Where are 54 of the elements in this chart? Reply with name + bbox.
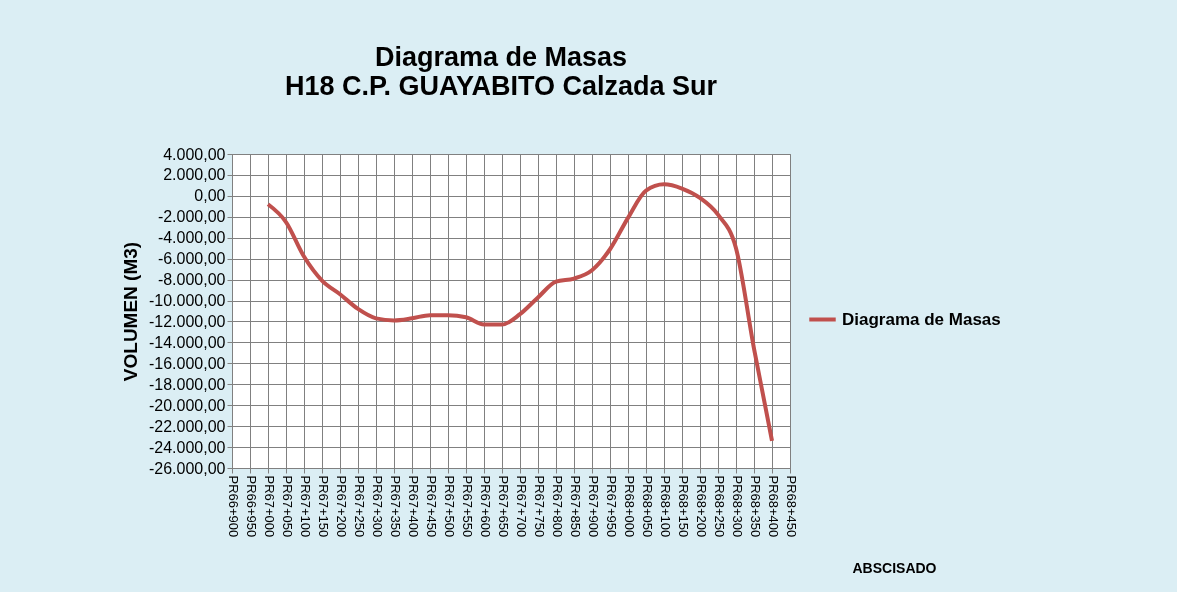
y-tick-label: -6.000,00 bbox=[157, 250, 226, 268]
x-tick-label: PR67+900 bbox=[585, 475, 601, 538]
legend-label: Diagrama de Masas bbox=[842, 309, 1001, 329]
x-tick-label: PR67+950 bbox=[603, 475, 619, 538]
x-tick-label: PR66+950 bbox=[243, 475, 259, 538]
x-tick-label: PR67+250 bbox=[351, 475, 367, 538]
y-tick-label: 2.000,00 bbox=[163, 166, 226, 184]
x-tick-label: PR67+450 bbox=[423, 475, 439, 538]
y-tick-label: -22.000,00 bbox=[148, 417, 226, 435]
x-tick-label: PR67+750 bbox=[531, 475, 547, 538]
x-tick-label: PR67+400 bbox=[405, 475, 421, 538]
y-tick-label: -4.000,00 bbox=[157, 229, 226, 247]
x-tick-label: PR67+850 bbox=[567, 475, 583, 538]
y-tick-label: -12.000,00 bbox=[148, 312, 226, 330]
x-tick-label: PR68+200 bbox=[693, 475, 709, 538]
x-tick-label: PR67+700 bbox=[513, 475, 529, 538]
x-tick-label: PR67+350 bbox=[387, 475, 403, 538]
x-axis-title: ABSCISADO bbox=[852, 559, 937, 576]
x-tick-label: PR68+450 bbox=[783, 475, 799, 538]
x-tick-label: PR67+800 bbox=[549, 475, 565, 538]
y-tick-label: -20.000,00 bbox=[148, 396, 226, 414]
y-tick-label: -18.000,00 bbox=[148, 375, 226, 393]
x-tick-label: PR68+100 bbox=[657, 475, 673, 538]
y-tick-label: 4.000,00 bbox=[163, 145, 226, 163]
y-axis-title: VOLUMEN (M3) bbox=[119, 241, 141, 382]
x-tick-label: PR68+400 bbox=[765, 475, 781, 538]
text: H18 C.P. GUAYABITO Calzada Sur bbox=[284, 71, 718, 101]
x-tick-label: PR67+050 bbox=[279, 475, 295, 538]
text: Diagrama de Masas bbox=[374, 42, 628, 72]
x-tick-label: PR67+200 bbox=[333, 475, 349, 538]
y-tick-label: -24.000,00 bbox=[148, 438, 226, 456]
x-tick-label: PR68+250 bbox=[711, 475, 727, 538]
x-tick-label: PR67+000 bbox=[261, 475, 277, 538]
y-tick-label: -8.000,00 bbox=[157, 271, 226, 289]
x-tick-label: PR67+600 bbox=[477, 475, 493, 538]
x-tick-label: PR67+300 bbox=[369, 475, 385, 538]
y-tick-label: -26.000,00 bbox=[148, 459, 226, 477]
x-tick-label: PR67+150 bbox=[315, 475, 331, 538]
x-tick-label: PR66+900 bbox=[225, 475, 241, 538]
x-tick-label: PR67+550 bbox=[459, 475, 475, 538]
x-tick-label: PR67+650 bbox=[495, 475, 511, 538]
x-tick-label: PR67+100 bbox=[297, 475, 313, 538]
y-tick-label: -10.000,00 bbox=[148, 292, 226, 310]
y-tick-label: -2.000,00 bbox=[157, 208, 226, 226]
x-tick-label: PR68+350 bbox=[747, 475, 763, 538]
x-tick-label: PR67+500 bbox=[441, 475, 457, 538]
x-tick-label: PR68+150 bbox=[675, 475, 691, 538]
y-tick-label: 0,00 bbox=[194, 187, 226, 205]
y-tick-label: -14.000,00 bbox=[148, 333, 226, 351]
y-tick-label: -16.000,00 bbox=[148, 354, 226, 372]
x-tick-label: PR68+000 bbox=[621, 475, 637, 538]
x-tick-label: PR68+050 bbox=[639, 475, 655, 538]
x-tick-label: PR68+300 bbox=[729, 475, 745, 538]
line-series bbox=[266, 182, 774, 443]
